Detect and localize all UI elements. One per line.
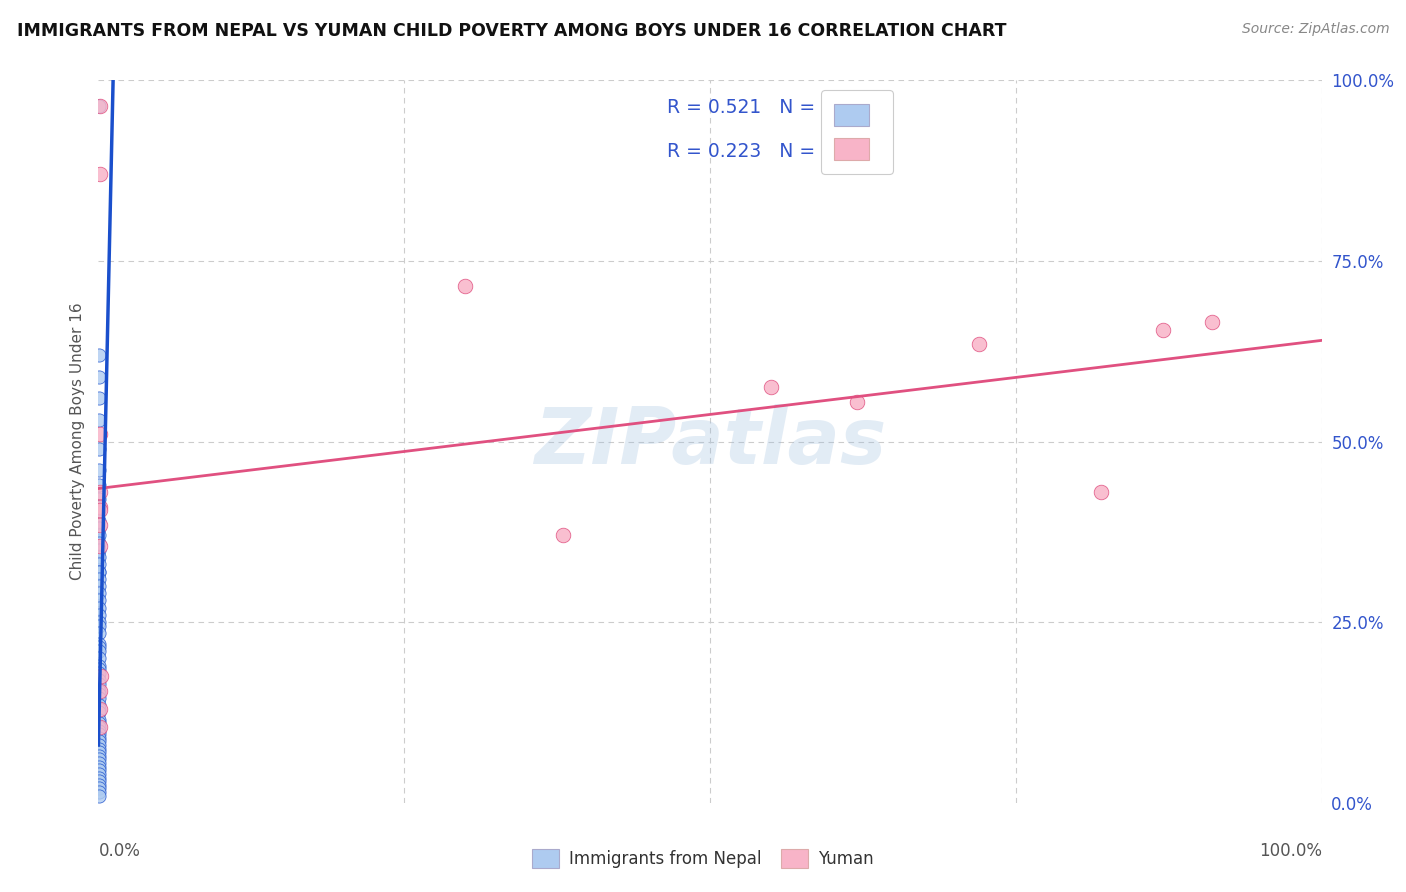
Point (90, 669, 112, 683)
Point (1090, 485, 1112, 500)
Point (87, 492, 110, 507)
Point (87, 676, 110, 690)
Point (87, 550, 110, 565)
Point (87, 706, 110, 720)
Point (87, 756, 110, 770)
Point (87, 748, 110, 763)
Point (87, 723, 110, 738)
Point (87, 665, 110, 680)
Point (87, 637, 110, 651)
Point (87, 593, 110, 607)
Point (87, 731, 110, 745)
Y-axis label: Child Poverty Among Boys Under 16: Child Poverty Among Boys Under 16 (69, 302, 84, 581)
Point (87, 774, 110, 789)
Point (87, 391, 110, 405)
Point (454, 279, 477, 293)
Point (87, 687, 110, 701)
Point (87, 691, 110, 706)
Point (87, 521, 110, 535)
Text: Source: ZipAtlas.com: Source: ZipAtlas.com (1241, 22, 1389, 37)
Point (87, 778, 110, 792)
Point (87, 500, 110, 514)
Text: R = 0.223   N = 20: R = 0.223 N = 20 (668, 142, 845, 161)
Point (89, 427, 111, 442)
Point (87, 698, 110, 713)
Point (89, 702, 111, 716)
Point (87, 572, 110, 586)
Point (87, 619, 110, 633)
Point (87, 640, 110, 655)
Point (87, 607, 110, 622)
Text: 0.0%: 0.0% (98, 842, 141, 860)
Point (87, 771, 110, 785)
Point (87, 738, 110, 752)
Point (87, 528, 110, 542)
Point (967, 337, 990, 351)
Point (87, 98, 110, 112)
Point (89, 503, 111, 517)
Point (89, 720, 111, 734)
Point (89, 98, 111, 112)
Legend: , : , (821, 90, 893, 174)
Point (87, 734, 110, 748)
Point (89, 413, 111, 427)
Point (87, 600, 110, 615)
Point (87, 658, 110, 673)
Point (87, 542, 110, 557)
Point (87, 713, 110, 727)
Point (87, 565, 110, 579)
Point (87, 781, 110, 796)
Point (87, 752, 110, 766)
Point (553, 528, 575, 542)
Point (87, 745, 110, 759)
Text: IMMIGRANTS FROM NEPAL VS YUMAN CHILD POVERTY AMONG BOYS UNDER 16 CORRELATION CHA: IMMIGRANTS FROM NEPAL VS YUMAN CHILD POV… (17, 22, 1007, 40)
Point (87, 683, 110, 698)
Point (89, 485, 111, 500)
Point (87, 463, 110, 477)
Point (87, 767, 110, 781)
Point (87, 535, 110, 549)
Point (87, 615, 110, 630)
Point (89, 539, 111, 553)
Point (87, 760, 110, 774)
Point (87, 579, 110, 593)
Point (87, 716, 110, 731)
Legend: Immigrants from Nepal, Yuman: Immigrants from Nepal, Yuman (526, 843, 880, 875)
Point (1152, 322, 1174, 336)
Point (87, 644, 110, 658)
Point (87, 514, 110, 528)
Point (89, 500, 111, 514)
Point (87, 565, 110, 579)
Point (87, 558, 110, 572)
Point (87, 673, 110, 687)
Point (89, 167, 111, 181)
Point (87, 442, 110, 456)
Point (87, 662, 110, 676)
Point (845, 394, 868, 409)
Point (87, 348, 110, 362)
Text: R = 0.521   N = 65: R = 0.521 N = 65 (668, 98, 845, 118)
Text: 100.0%: 100.0% (1258, 842, 1322, 860)
Point (87, 626, 110, 640)
Text: ZIPatlas: ZIPatlas (534, 403, 886, 480)
Point (87, 586, 110, 600)
Point (761, 380, 783, 394)
Point (87, 369, 110, 384)
Point (87, 727, 110, 741)
Point (87, 741, 110, 756)
Point (1201, 315, 1223, 329)
Point (89, 683, 111, 698)
Point (87, 651, 110, 665)
Point (87, 764, 110, 778)
Point (87, 785, 110, 799)
Point (87, 789, 110, 803)
Point (87, 702, 110, 716)
Point (87, 720, 110, 734)
Point (87, 478, 110, 492)
Point (89, 517, 111, 532)
